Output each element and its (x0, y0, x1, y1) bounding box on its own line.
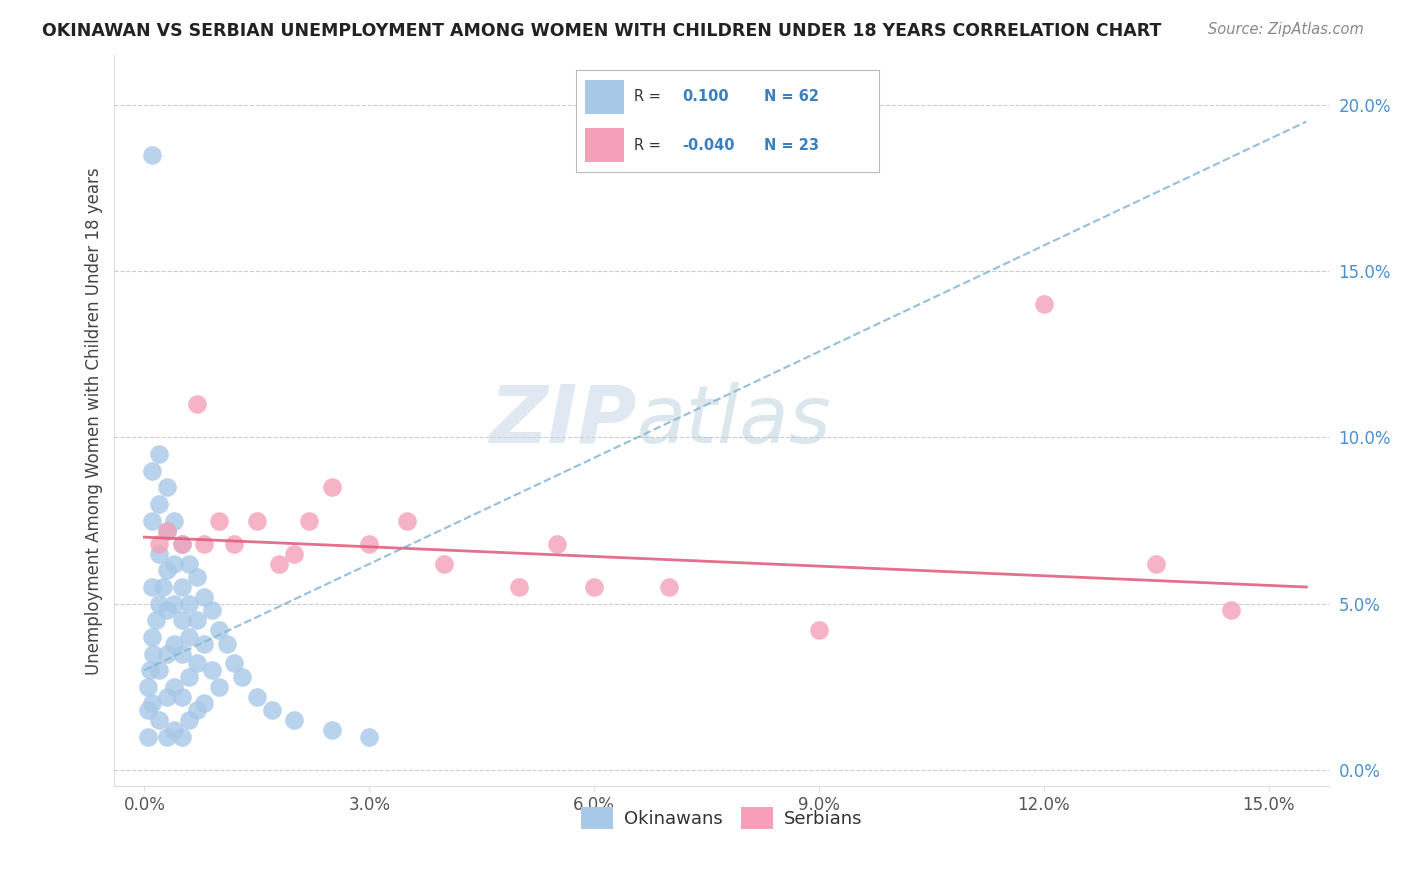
Point (208, 680, 231, 694)
Point (170, 537, 193, 551)
Point (246, 690, 269, 704)
Point (658, 580, 681, 594)
Point (148, 547, 170, 561)
Text: Source: ZipAtlas.com: Source: ZipAtlas.com (1208, 22, 1364, 37)
Point (179, 597, 201, 611)
Point (156, 524, 179, 538)
Point (224, 657, 246, 671)
Point (246, 514, 269, 528)
Point (170, 580, 193, 594)
Point (193, 590, 215, 604)
Point (136, 703, 159, 717)
Point (208, 514, 231, 528)
Point (193, 697, 215, 711)
Legend: Okinawans, Serbians: Okinawans, Serbians (574, 799, 870, 836)
Point (508, 580, 530, 594)
Point (1144, 557, 1167, 571)
Point (321, 723, 343, 737)
Point (359, 730, 381, 744)
Point (141, 630, 163, 644)
Point (359, 537, 381, 551)
Point (193, 537, 215, 551)
Point (170, 690, 193, 704)
Point (145, 613, 167, 627)
Point (156, 480, 179, 494)
Point (433, 557, 456, 571)
Point (179, 713, 201, 727)
Point (141, 148, 163, 162)
Point (179, 630, 201, 644)
Point (139, 663, 162, 677)
Point (546, 537, 568, 551)
Point (395, 514, 418, 528)
Point (141, 514, 163, 528)
Point (186, 657, 208, 671)
Point (298, 514, 321, 528)
Point (193, 636, 215, 650)
Point (260, 703, 283, 717)
Point (179, 670, 201, 684)
Point (170, 537, 193, 551)
Point (141, 580, 163, 594)
Point (156, 563, 179, 577)
Text: ZIP: ZIP (489, 382, 637, 459)
Point (201, 603, 224, 617)
Point (148, 663, 170, 677)
Point (170, 730, 193, 744)
Point (208, 624, 231, 638)
Point (186, 613, 208, 627)
Point (136, 730, 159, 744)
Point (142, 647, 165, 661)
Point (583, 580, 606, 594)
Point (156, 730, 179, 744)
Point (141, 697, 163, 711)
Point (163, 636, 186, 650)
Point (179, 557, 201, 571)
Point (186, 570, 208, 584)
Point (156, 603, 179, 617)
Point (156, 690, 179, 704)
Point (231, 670, 253, 684)
Point (163, 514, 186, 528)
Point (163, 597, 186, 611)
Point (321, 480, 343, 494)
Point (156, 524, 179, 538)
Point (136, 680, 159, 694)
Point (201, 663, 224, 677)
Point (215, 636, 238, 650)
Point (283, 547, 305, 561)
Point (170, 613, 193, 627)
Point (1032, 297, 1054, 311)
Point (148, 597, 170, 611)
Point (186, 703, 208, 717)
Text: OKINAWAN VS SERBIAN UNEMPLOYMENT AMONG WOMEN WITH CHILDREN UNDER 18 YEARS CORREL: OKINAWAN VS SERBIAN UNEMPLOYMENT AMONG W… (42, 22, 1161, 40)
Point (148, 447, 170, 461)
Point (1220, 603, 1243, 617)
Point (170, 647, 193, 661)
Point (269, 557, 291, 571)
Point (186, 397, 208, 411)
Point (283, 713, 305, 727)
Point (224, 537, 246, 551)
Point (163, 680, 186, 694)
Y-axis label: Unemployment Among Women with Children Under 18 years: Unemployment Among Women with Children U… (86, 167, 103, 674)
Point (148, 537, 170, 551)
Point (156, 647, 179, 661)
Point (163, 723, 186, 737)
Point (808, 624, 831, 638)
Point (163, 557, 186, 571)
Point (148, 497, 170, 511)
Point (152, 580, 174, 594)
Point (148, 713, 170, 727)
Text: atlas: atlas (637, 382, 831, 459)
Point (141, 464, 163, 478)
